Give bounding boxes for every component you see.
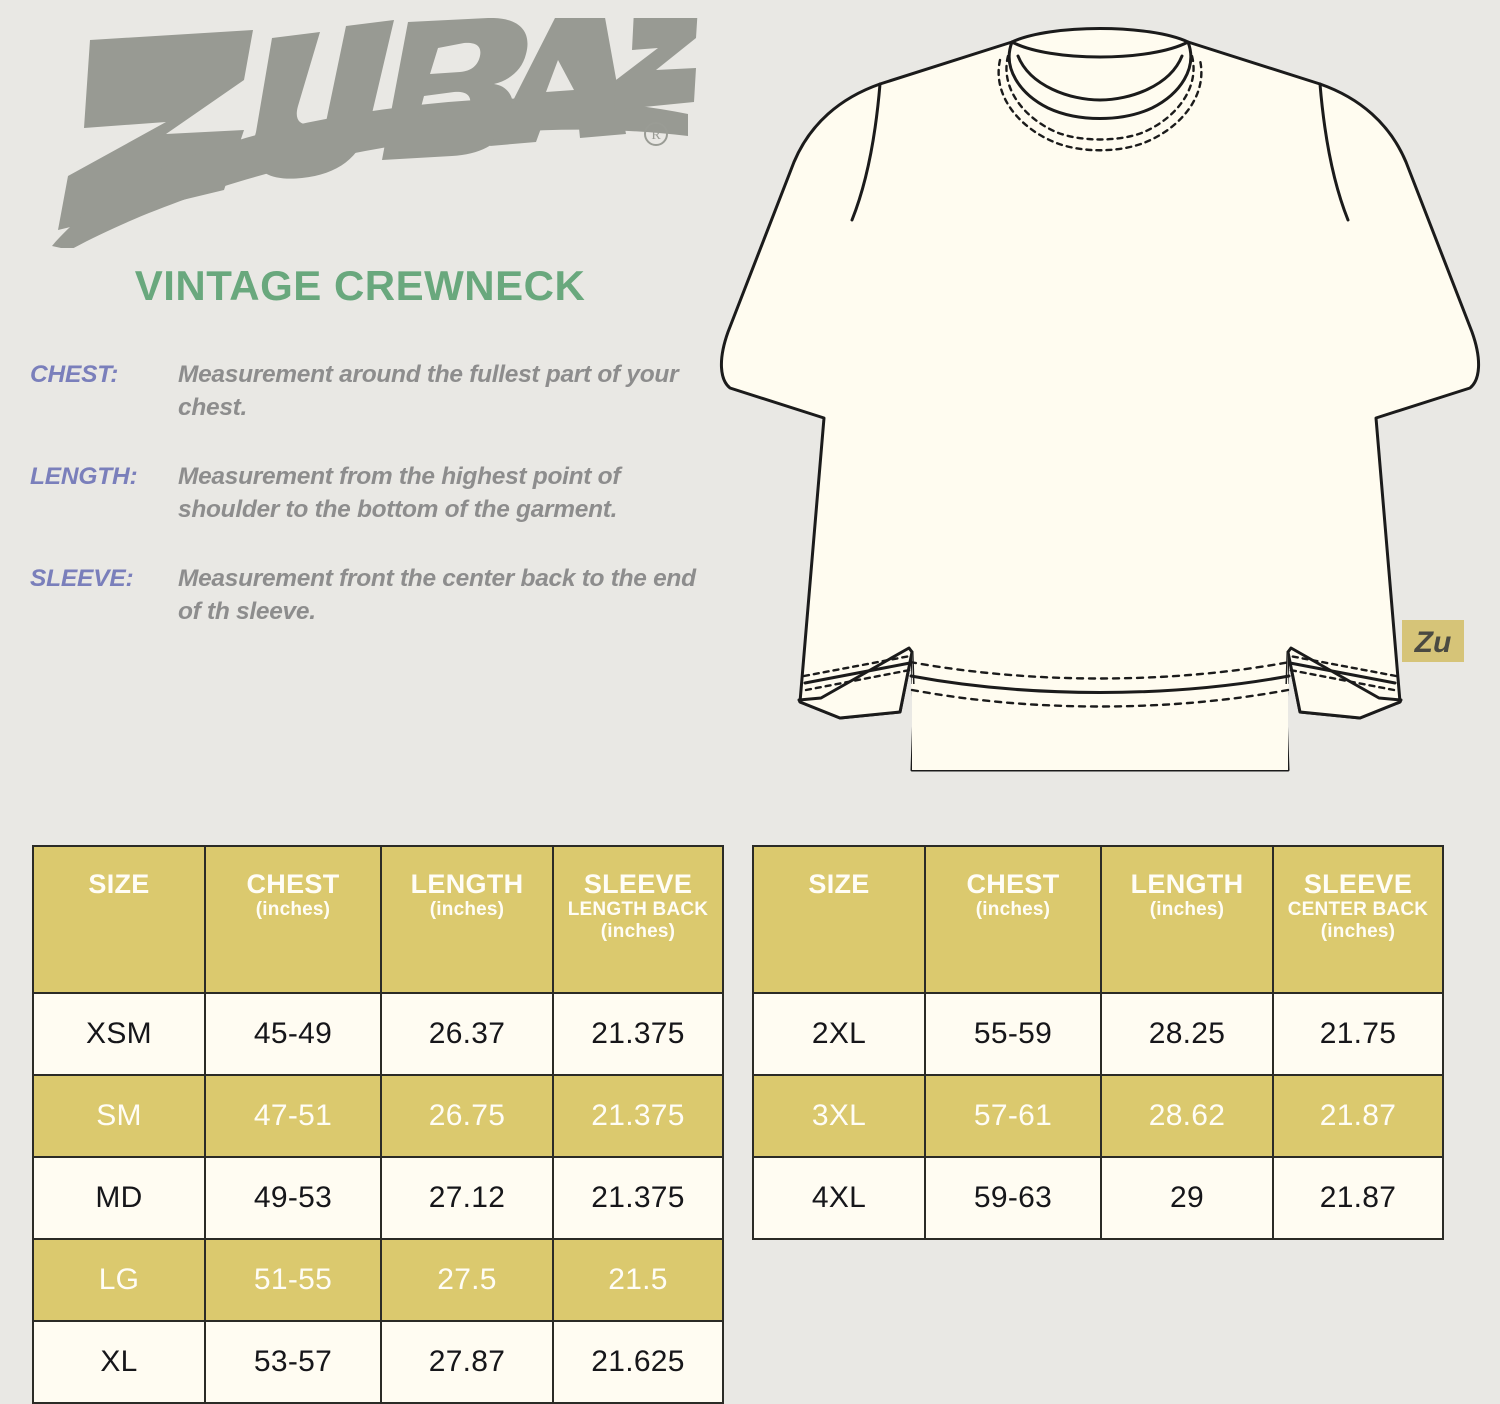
cell-chest: 49-53: [204, 1156, 382, 1240]
column-header-sub: (inches): [1149, 899, 1225, 920]
table-row: XL 53-57 27.87 21.625: [32, 1320, 724, 1404]
table-row: MD 49-53 27.12 21.375: [32, 1156, 724, 1240]
table-row: 4XL 59-63 29 21.87: [752, 1156, 1444, 1240]
column-header-sub: CENTER BACK (inches): [1287, 899, 1429, 942]
column-header-main: SIZE: [808, 869, 870, 899]
column-header-sub: (inches): [255, 899, 331, 920]
cell-sleeve: 21.375: [552, 1074, 724, 1158]
column-header-sub: LENGTH BACK (inches): [567, 899, 709, 942]
column-header-size: SIZE: [32, 845, 206, 994]
svg-text:Zu: Zu: [1414, 626, 1452, 659]
cell-sleeve: 21.87: [1272, 1156, 1444, 1240]
column-header-main: CHEST: [246, 869, 340, 899]
column-header-sub: (inches): [975, 899, 1051, 920]
cell-chest: 57-61: [924, 1074, 1102, 1158]
cell-length: 26.75: [380, 1074, 554, 1158]
cell-size: 3XL: [752, 1074, 926, 1158]
cell-sleeve: 21.375: [552, 1156, 724, 1240]
measurement-definitions: CHEST: Measurement around the fullest pa…: [30, 358, 720, 664]
table-row: LG 51-55 27.5 21.5: [32, 1238, 724, 1322]
table-header-row: SIZE CHEST (inches) LENGTH (inches) SLEE…: [752, 845, 1444, 994]
measurement-term: LENGTH:: [30, 463, 138, 490]
measurement-term: CHEST:: [30, 361, 119, 388]
table-header-row: SIZE CHEST (inches) LENGTH (inches) SLEE…: [32, 845, 724, 994]
cell-chest: 51-55: [204, 1238, 382, 1322]
cell-length: 26.37: [380, 992, 554, 1076]
table-row: 2XL 55-59 28.25 21.75: [752, 992, 1444, 1076]
measurement-definition: Measurement front the center back to the…: [178, 565, 696, 625]
cell-size: 2XL: [752, 992, 926, 1076]
column-header-main: SIZE: [88, 869, 150, 899]
table-row: XSM 45-49 26.37 21.375: [32, 992, 724, 1076]
column-header-main: SLEEVE: [1303, 869, 1413, 899]
column-header-main: LENGTH: [1130, 869, 1244, 899]
cell-chest: 55-59: [924, 992, 1102, 1076]
cell-length: 28.25: [1100, 992, 1274, 1076]
measurement-term: SLEEVE:: [30, 565, 134, 592]
column-header-sleeve: SLEEVE CENTER BACK (inches): [1272, 845, 1444, 994]
cell-length: 27.87: [380, 1320, 554, 1404]
sleeve-brand-label: Zu: [1402, 620, 1464, 662]
cell-size: XL: [32, 1320, 206, 1404]
measurement-definition: Measurement from the highest point of sh…: [178, 463, 621, 523]
cell-chest: 47-51: [204, 1074, 382, 1158]
column-header-size: SIZE: [752, 845, 926, 994]
cell-length: 27.5: [380, 1238, 554, 1322]
cell-size: MD: [32, 1156, 206, 1240]
page-title: VINTAGE CREWNECK: [134, 262, 586, 309]
column-header-chest: CHEST (inches): [204, 845, 382, 994]
cell-length: 28.62: [1100, 1074, 1274, 1158]
cell-sleeve: 21.87: [1272, 1074, 1444, 1158]
table-row: 3XL 57-61 28.62 21.87: [752, 1074, 1444, 1158]
column-header-main: CHEST: [966, 869, 1060, 899]
column-header-chest: CHEST (inches): [924, 845, 1102, 994]
column-header-main: SLEEVE: [583, 869, 693, 899]
svg-text:R: R: [651, 128, 661, 143]
cell-length: 27.12: [380, 1156, 554, 1240]
cell-sleeve: 21.625: [552, 1320, 724, 1404]
cell-sleeve: 21.5: [552, 1238, 724, 1322]
cell-sleeve: 21.375: [552, 992, 724, 1076]
table-row: SM 47-51 26.75 21.375: [32, 1074, 724, 1158]
brand-logo: R: [48, 6, 698, 251]
cell-sleeve: 21.75: [1272, 992, 1444, 1076]
cell-size: SM: [32, 1074, 206, 1158]
registered-trademark-icon: R: [644, 122, 668, 146]
cell-size: 4XL: [752, 1156, 926, 1240]
column-header-sub: (inches): [429, 899, 505, 920]
cell-chest: 53-57: [204, 1320, 382, 1404]
measurement-item-sleeve: SLEEVE: Measurement front the center bac…: [30, 562, 720, 628]
column-header-sleeve: SLEEVE LENGTH BACK (inches): [552, 845, 724, 994]
measurement-item-length: LENGTH: Measurement from the highest poi…: [30, 460, 720, 526]
cell-size: XSM: [32, 992, 206, 1076]
measurement-definition: Measurement around the fullest part of y…: [178, 361, 679, 421]
crewneck-sweatshirt-illustration: Zu: [700, 12, 1500, 802]
cell-chest: 45-49: [204, 992, 382, 1076]
size-table-extended: SIZE CHEST (inches) LENGTH (inches) SLEE…: [752, 845, 1444, 1240]
size-table-standard: SIZE CHEST (inches) LENGTH (inches) SLEE…: [32, 845, 724, 1404]
cell-length: 29: [1100, 1156, 1274, 1240]
column-header-length: LENGTH (inches): [1100, 845, 1274, 994]
column-header-main: LENGTH: [410, 869, 524, 899]
measurement-item-chest: CHEST: Measurement around the fullest pa…: [30, 358, 720, 424]
cell-chest: 59-63: [924, 1156, 1102, 1240]
cell-size: LG: [32, 1238, 206, 1322]
column-header-length: LENGTH (inches): [380, 845, 554, 994]
